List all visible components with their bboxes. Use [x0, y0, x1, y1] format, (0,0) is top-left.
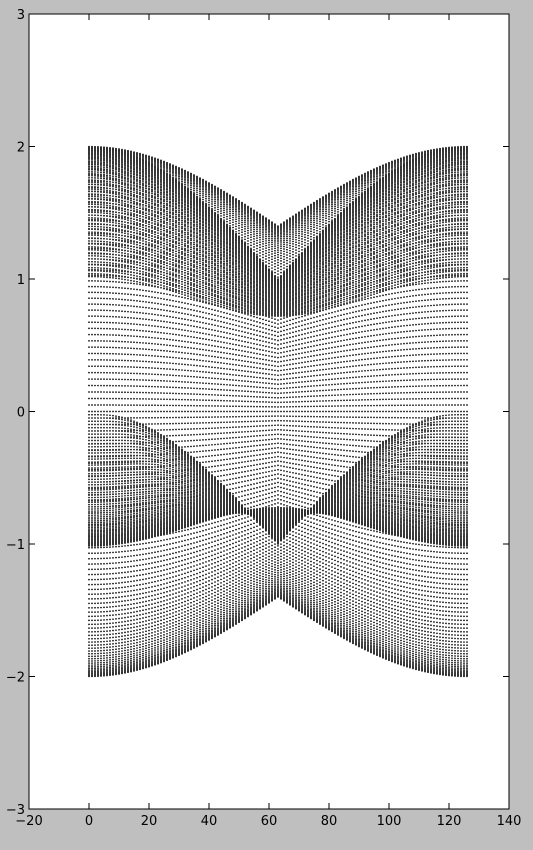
- y-tick-label: 0: [17, 406, 25, 421]
- data-points: [88, 145, 468, 678]
- y-tick-label: −2: [6, 671, 25, 686]
- x-tick-label: 140: [497, 814, 522, 829]
- y-tick-label: 2: [17, 141, 25, 156]
- x-tick-label: 80: [321, 814, 338, 829]
- x-tick-label: −20: [15, 814, 42, 829]
- plot-frame: [28, 13, 510, 810]
- y-tick-label: −3: [6, 803, 25, 818]
- scatter-points: [88, 145, 468, 678]
- x-tick-label: 40: [201, 814, 218, 829]
- x-tick-label: 0: [85, 814, 93, 829]
- x-tick-label: 100: [377, 814, 402, 829]
- y-tick-label: 3: [17, 8, 25, 23]
- x-tick-label: 20: [141, 814, 158, 829]
- y-tick-label: −1: [6, 538, 25, 553]
- x-axis-tick-labels: −20 0 20 40 60 80 100 120 140: [15, 814, 521, 829]
- y-axis-tick-labels: −3 −2 −1 0 1 2 3: [6, 8, 25, 818]
- x-tick-label: 120: [437, 814, 462, 829]
- x-tick-label: 60: [261, 814, 278, 829]
- y-tick-label: 1: [17, 273, 25, 288]
